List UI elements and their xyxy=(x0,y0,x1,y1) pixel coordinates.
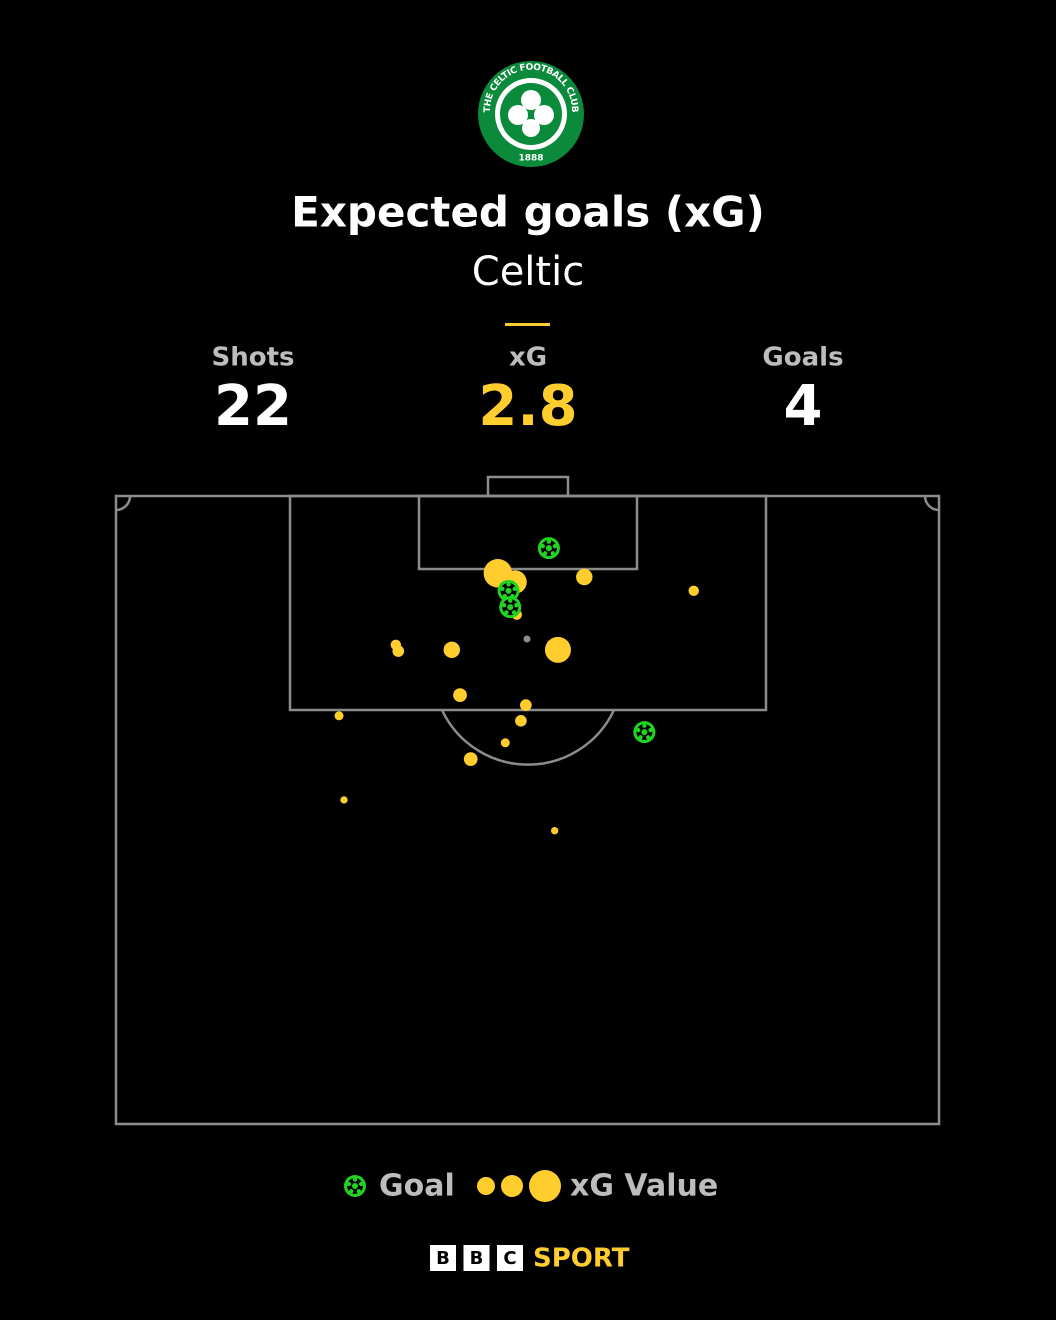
goal-ball-patch xyxy=(638,735,643,740)
goal-marker xyxy=(633,721,656,744)
xg-shot xyxy=(334,711,344,721)
legend-swatch xyxy=(501,1175,523,1197)
goal-ball-patch xyxy=(505,587,512,594)
goal-ball-patch xyxy=(346,1181,352,1187)
xg-shot xyxy=(500,738,510,748)
divider xyxy=(505,323,550,326)
goal-ball-patch xyxy=(511,610,517,615)
xg-shot xyxy=(520,699,532,711)
crest-core xyxy=(500,83,562,145)
goal-ball-patch xyxy=(500,586,505,592)
footer: B B C SPORT xyxy=(430,1244,630,1274)
goal-ball-patch xyxy=(358,1181,364,1187)
goal-ball-patch xyxy=(356,1189,362,1194)
xg-shot xyxy=(463,752,478,767)
goal-ball-patch xyxy=(542,551,548,556)
xg-shot xyxy=(340,796,348,804)
bbc-letter: B xyxy=(470,1248,484,1269)
goal-ball-patch xyxy=(504,610,509,615)
xg-shot xyxy=(544,636,571,663)
goal-ball-patch xyxy=(552,543,558,549)
penalty-spot xyxy=(523,635,531,643)
crest-year: 1888 xyxy=(518,154,543,164)
xg-shot xyxy=(453,688,467,702)
stat-label: Shots xyxy=(211,343,294,373)
shot-marks xyxy=(334,537,699,835)
goal-ball-patch xyxy=(507,604,514,611)
xg-shot xyxy=(576,568,593,586)
goal-ball-patch xyxy=(545,545,552,552)
goal-marker xyxy=(537,537,560,560)
goal-ball-patch xyxy=(645,735,651,740)
goal-ball-patch xyxy=(648,727,653,733)
bbc-block xyxy=(497,1245,523,1271)
xg-shot xyxy=(550,827,559,835)
stat-value: 2.8 xyxy=(478,374,577,439)
legend-swatch xyxy=(529,1170,561,1202)
goal-ball-patch xyxy=(546,539,552,544)
brand: SPORT xyxy=(533,1244,630,1274)
xg-shot xyxy=(392,645,405,657)
bbc-letter: C xyxy=(503,1248,516,1269)
xg-shot xyxy=(688,585,699,597)
goal-ball-patch xyxy=(550,551,555,556)
goal-ball-patch xyxy=(348,1189,354,1194)
goal-ball-patch xyxy=(635,727,641,733)
stat-label: xG xyxy=(509,343,547,373)
goal-marker xyxy=(499,596,522,619)
bbc-block xyxy=(463,1245,490,1271)
goal-ball-patch xyxy=(641,729,648,736)
goal-ball-patch xyxy=(508,598,513,603)
bbc-letter: B xyxy=(436,1248,450,1269)
stat-label: Goals xyxy=(762,343,843,373)
xg-shot xyxy=(515,715,527,727)
goal-marker xyxy=(497,579,520,602)
goal-ball-patch xyxy=(514,602,519,608)
legend: Goal xG Value xyxy=(344,1169,718,1204)
stat-value: 22 xyxy=(214,374,292,439)
legend-label: xG Value xyxy=(570,1169,718,1204)
goal-ball-patch xyxy=(501,602,507,608)
goal-ball-patch xyxy=(642,723,647,728)
bbc-block xyxy=(430,1245,456,1271)
goal-ball-patch xyxy=(506,582,511,587)
legend-label: Goal xyxy=(379,1169,455,1204)
goal-ball-patch xyxy=(540,543,545,549)
shamrock xyxy=(508,90,554,137)
team-name: Celtic xyxy=(472,249,584,295)
goal-ball-patch xyxy=(352,1177,358,1182)
title: Expected goals (xG) xyxy=(291,188,765,237)
crest: THE CELTIC FOOTBALL CLUB 1888 xyxy=(478,61,584,167)
goal-marker xyxy=(344,1175,366,1197)
xg-shot xyxy=(443,641,461,659)
goal-ball-patch xyxy=(352,1183,358,1189)
goal-ball-patch xyxy=(512,586,517,592)
stat-value: 4 xyxy=(784,374,823,439)
legend-swatch xyxy=(477,1177,495,1195)
